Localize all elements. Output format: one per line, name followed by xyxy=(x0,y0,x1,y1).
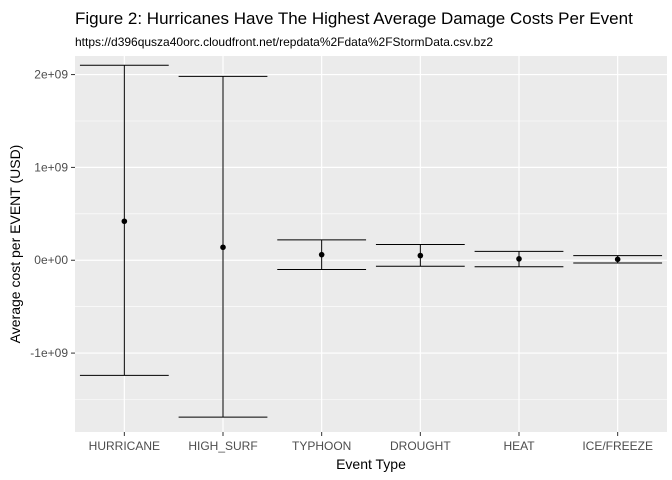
x-tick-label: ICE/FREEZE xyxy=(582,439,653,453)
x-axis-title: Event Type xyxy=(336,456,406,472)
plot-panel xyxy=(75,56,667,432)
x-tick-label: HIGH_SURF xyxy=(188,439,257,453)
x-tick-label: TYPHOON xyxy=(292,439,351,453)
data-point xyxy=(516,256,522,262)
axis-ticks: -1e+09 0e+00 1e+09 2e+09 HURRICANE HIGH_SURF T… xyxy=(30,68,653,453)
y-tick-label: 1e+09 xyxy=(34,160,68,174)
data-point xyxy=(614,256,621,263)
y-tick-label: 2e+09 xyxy=(34,68,68,82)
x-tick-label: HEAT xyxy=(503,439,535,453)
data-point xyxy=(121,218,128,225)
data-point xyxy=(318,251,325,258)
x-tick-label: DROUGHT xyxy=(390,439,451,453)
x-tick-label: HURRICANE xyxy=(89,439,160,453)
y-tick-label: 0e+00 xyxy=(34,253,68,267)
data-point xyxy=(220,244,226,251)
chart-title: Figure 2: Hurricanes Have The Highest Av… xyxy=(75,9,633,28)
y-tick-label: -1e+09 xyxy=(30,346,68,360)
data-point xyxy=(417,252,424,259)
chart-subtitle: https://d396qusza40orc.cloudfront.net/re… xyxy=(75,35,493,49)
y-axis-title: Average cost per EVENT (USD) xyxy=(7,145,23,344)
data-layer xyxy=(79,64,663,418)
